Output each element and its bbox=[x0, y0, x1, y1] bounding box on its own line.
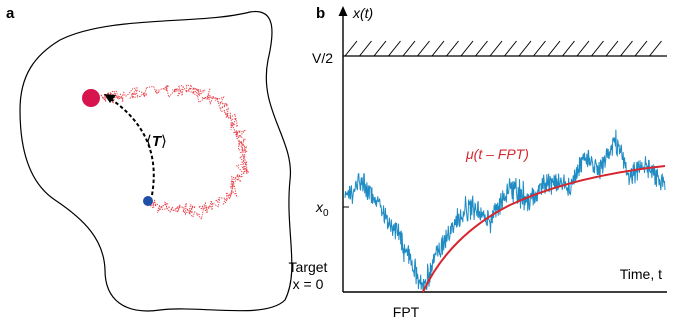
target-label-line2: x = 0 bbox=[293, 276, 324, 292]
y-axis-arrowhead bbox=[338, 6, 348, 16]
y-axis-label: x(t) bbox=[352, 5, 373, 21]
boundary-label: V/2 bbox=[312, 50, 333, 66]
domain-boundary bbox=[19, 11, 293, 312]
mean-curve-label: μ(t – FPT) bbox=[465, 146, 529, 162]
trajectory bbox=[344, 129, 666, 292]
fpt-label: FPT bbox=[393, 304, 420, 320]
boundary-hatch bbox=[344, 40, 662, 57]
mean-fpt-label: ⟨T⟩ bbox=[146, 133, 167, 150]
mean-symbol: T bbox=[152, 133, 163, 150]
random-walk-path bbox=[100, 84, 250, 220]
panel-a-letter: a bbox=[6, 5, 15, 22]
target-label-line1: Target bbox=[289, 259, 328, 275]
x0-label: x0 bbox=[315, 199, 329, 219]
x0-base: x bbox=[315, 199, 324, 215]
target-dot bbox=[82, 89, 100, 107]
mean-curve bbox=[422, 165, 666, 293]
mean-bracket-left: ⟨ bbox=[146, 133, 152, 150]
start-dot bbox=[143, 196, 153, 206]
arrow-head bbox=[104, 94, 116, 103]
mean-time-arrow bbox=[107, 96, 155, 196]
x0-subscript: 0 bbox=[323, 208, 329, 219]
x-axis-label: Time, t bbox=[620, 266, 662, 282]
panel-b-letter: b bbox=[316, 5, 325, 22]
mean-bracket-right: ⟩ bbox=[161, 133, 167, 150]
